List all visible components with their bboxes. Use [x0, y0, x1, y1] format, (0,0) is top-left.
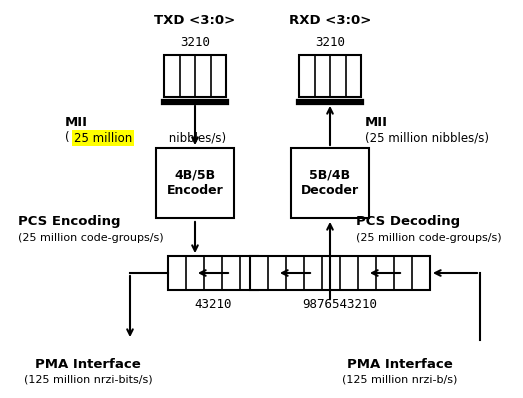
Text: 5B/4B
Decoder: 5B/4B Decoder [301, 169, 359, 197]
Bar [156, 148, 234, 218]
Bar [299, 55, 361, 97]
Text: PCS Encoding: PCS Encoding [18, 215, 120, 228]
Text: 4B/5B
Encoder: 4B/5B Encoder [167, 169, 223, 197]
Text: PMA Interface: PMA Interface [347, 358, 453, 371]
Text: 3210: 3210 [180, 36, 210, 49]
Text: PCS Decoding: PCS Decoding [356, 215, 460, 228]
Text: MII: MII [365, 115, 388, 129]
Text: PMA Interface: PMA Interface [35, 358, 141, 371]
Text: 43210: 43210 [194, 298, 232, 311]
Text: 3210: 3210 [315, 36, 345, 49]
Bar [164, 55, 226, 97]
Text: (25 million nibbles/s): (25 million nibbles/s) [365, 131, 489, 144]
Text: TXD <3:0>: TXD <3:0> [154, 14, 236, 27]
Text: 25 million: 25 million [74, 131, 132, 144]
Text: (25 million code-groups/s): (25 million code-groups/s) [18, 233, 164, 243]
Bar [291, 148, 369, 218]
Text: (25 million code-groups/s): (25 million code-groups/s) [356, 233, 502, 243]
Bar [250, 256, 430, 290]
Text: (: ( [65, 131, 70, 144]
Text: RXD <3:0>: RXD <3:0> [289, 14, 371, 27]
Text: 9876543210: 9876543210 [302, 298, 378, 311]
Bar [168, 256, 258, 290]
Text: (125 million nrzi-bits/s): (125 million nrzi-bits/s) [24, 374, 152, 384]
Text: nibbles/s): nibbles/s) [165, 131, 226, 144]
Text: MII: MII [65, 115, 88, 129]
Text: (125 million nrzi-b/s): (125 million nrzi-b/s) [343, 374, 458, 384]
